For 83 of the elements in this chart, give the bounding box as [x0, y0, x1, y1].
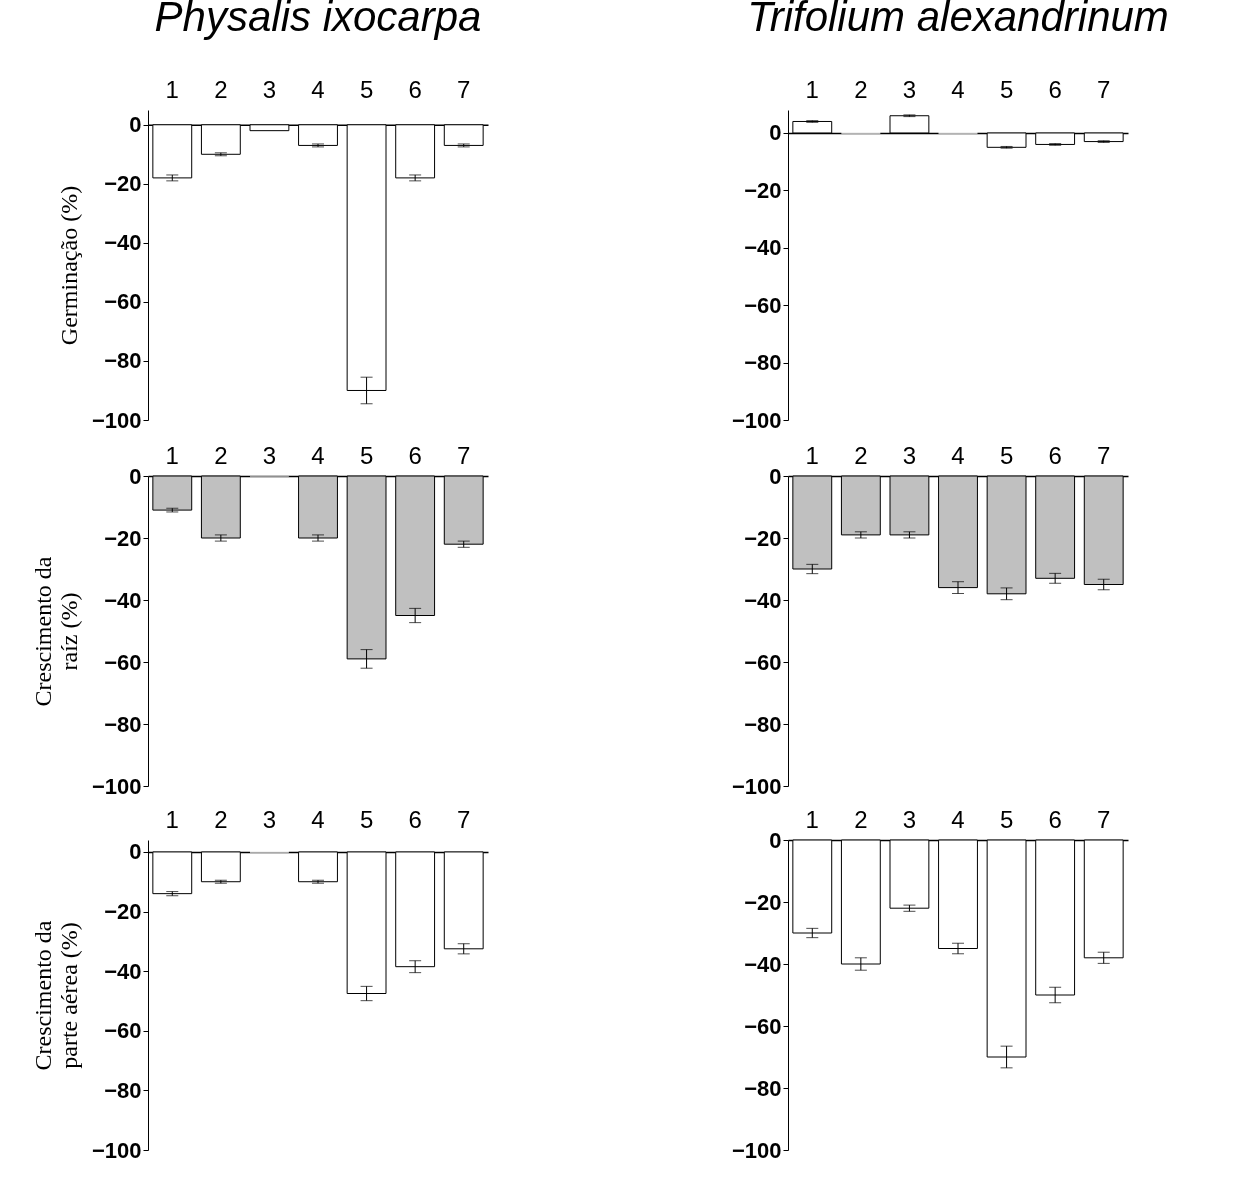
x-tick-label: 7	[1097, 805, 1111, 833]
x-tick-label: 4	[951, 441, 965, 469]
chart-title: Trifolium alexandrinum	[747, 0, 1169, 40]
y-tick-label: 0	[769, 463, 782, 489]
y-tick-label: 0	[769, 827, 782, 853]
x-tick-label: 6	[408, 805, 422, 833]
y-tick-label: −100	[91, 773, 142, 799]
y-tick-label: −20	[744, 889, 782, 915]
x-tick-label: 1	[165, 441, 179, 469]
y-tick-label: −20	[104, 899, 142, 925]
y-tick-label: −20	[744, 177, 782, 203]
y-tick-label: −60	[104, 1018, 142, 1044]
x-tick-label: 5	[359, 441, 374, 469]
x-tick-label: 6	[1048, 441, 1062, 469]
y-tick-label: −80	[744, 711, 782, 737]
x-tick-label: 1	[805, 75, 819, 103]
x-tick-label: 6	[1048, 805, 1062, 833]
y-tick-label: 0	[129, 112, 142, 138]
x-tick-label: 4	[311, 441, 325, 469]
y-tick-label: −100	[91, 1137, 142, 1163]
y-tick-label: −80	[104, 348, 142, 374]
y-tick-label: −60	[744, 1013, 782, 1039]
x-tick-label: 6	[1048, 75, 1062, 103]
y-tick-label: −20	[104, 525, 142, 551]
y-tick-label: −20	[744, 525, 782, 551]
x-tick-label: 7	[1097, 75, 1111, 103]
x-tick-label: 2	[854, 75, 868, 103]
y-tick-label: 0	[769, 120, 782, 146]
y-tick-label: −100	[91, 407, 142, 433]
y-tick-label: −60	[744, 649, 782, 675]
y-tick-label: −40	[104, 587, 142, 613]
x-tick-label: 2	[214, 75, 228, 103]
y-tick-label: −40	[744, 587, 782, 613]
y-tick-label: −40	[104, 230, 142, 256]
y-tick-label: −60	[104, 289, 142, 315]
x-tick-label: 1	[165, 805, 179, 833]
y-tick-label: −100	[731, 407, 782, 433]
x-tick-label: 5	[999, 805, 1014, 833]
x-tick-label: 3	[902, 75, 917, 103]
x-tick-label: 5	[999, 75, 1014, 103]
x-tick-label: 5	[359, 805, 374, 833]
y-tick-label: −80	[104, 1077, 142, 1103]
x-tick-label: 7	[457, 441, 471, 469]
y-tick-label: −60	[104, 649, 142, 675]
x-tick-label: 3	[262, 805, 277, 833]
y-tick-label: −60	[744, 292, 782, 318]
chart-title: Physalis ixocarpa	[154, 0, 482, 40]
y-tick-label: −80	[104, 711, 142, 737]
x-tick-label: 7	[1097, 441, 1111, 469]
x-tick-label: 7	[457, 75, 471, 103]
x-tick-label: 2	[854, 441, 868, 469]
y-tick-label: −100	[731, 773, 782, 799]
y-tick-label: 0	[129, 839, 142, 865]
y-tick-label: −40	[744, 951, 782, 977]
x-tick-label: 2	[854, 805, 868, 833]
x-tick-label: 1	[805, 805, 819, 833]
x-tick-label: 4	[311, 75, 325, 103]
y-tick-label: −40	[744, 235, 782, 261]
x-tick-label: 4	[951, 75, 965, 103]
x-tick-label: 2	[214, 441, 228, 469]
x-tick-label: 5	[359, 75, 374, 103]
y-axis-title: Crescimento da raíz (%)	[29, 556, 82, 707]
x-tick-label: 6	[408, 75, 422, 103]
x-tick-label: 4	[311, 805, 325, 833]
x-tick-label: 6	[408, 441, 422, 469]
y-tick-label: 0	[129, 463, 142, 489]
y-axis-title: Germinação (%)	[55, 185, 82, 346]
y-tick-label: −80	[744, 1075, 782, 1101]
y-axis-title: Crescimento da parte aérea (%)	[29, 920, 82, 1071]
y-tick-label: −100	[731, 1137, 782, 1163]
x-tick-label: 1	[805, 441, 819, 469]
x-tick-label: 1	[165, 75, 179, 103]
y-tick-label: −80	[744, 350, 782, 376]
y-tick-label: −20	[104, 171, 142, 197]
y-tick-label: −40	[104, 958, 142, 984]
x-tick-label: 5	[999, 441, 1014, 469]
x-tick-label: 3	[902, 441, 917, 469]
x-tick-label: 7	[457, 805, 471, 833]
x-tick-label: 3	[262, 441, 277, 469]
x-tick-label: 4	[951, 805, 965, 833]
x-tick-label: 3	[262, 75, 277, 103]
x-tick-label: 3	[902, 805, 917, 833]
x-tick-label: 2	[214, 805, 228, 833]
